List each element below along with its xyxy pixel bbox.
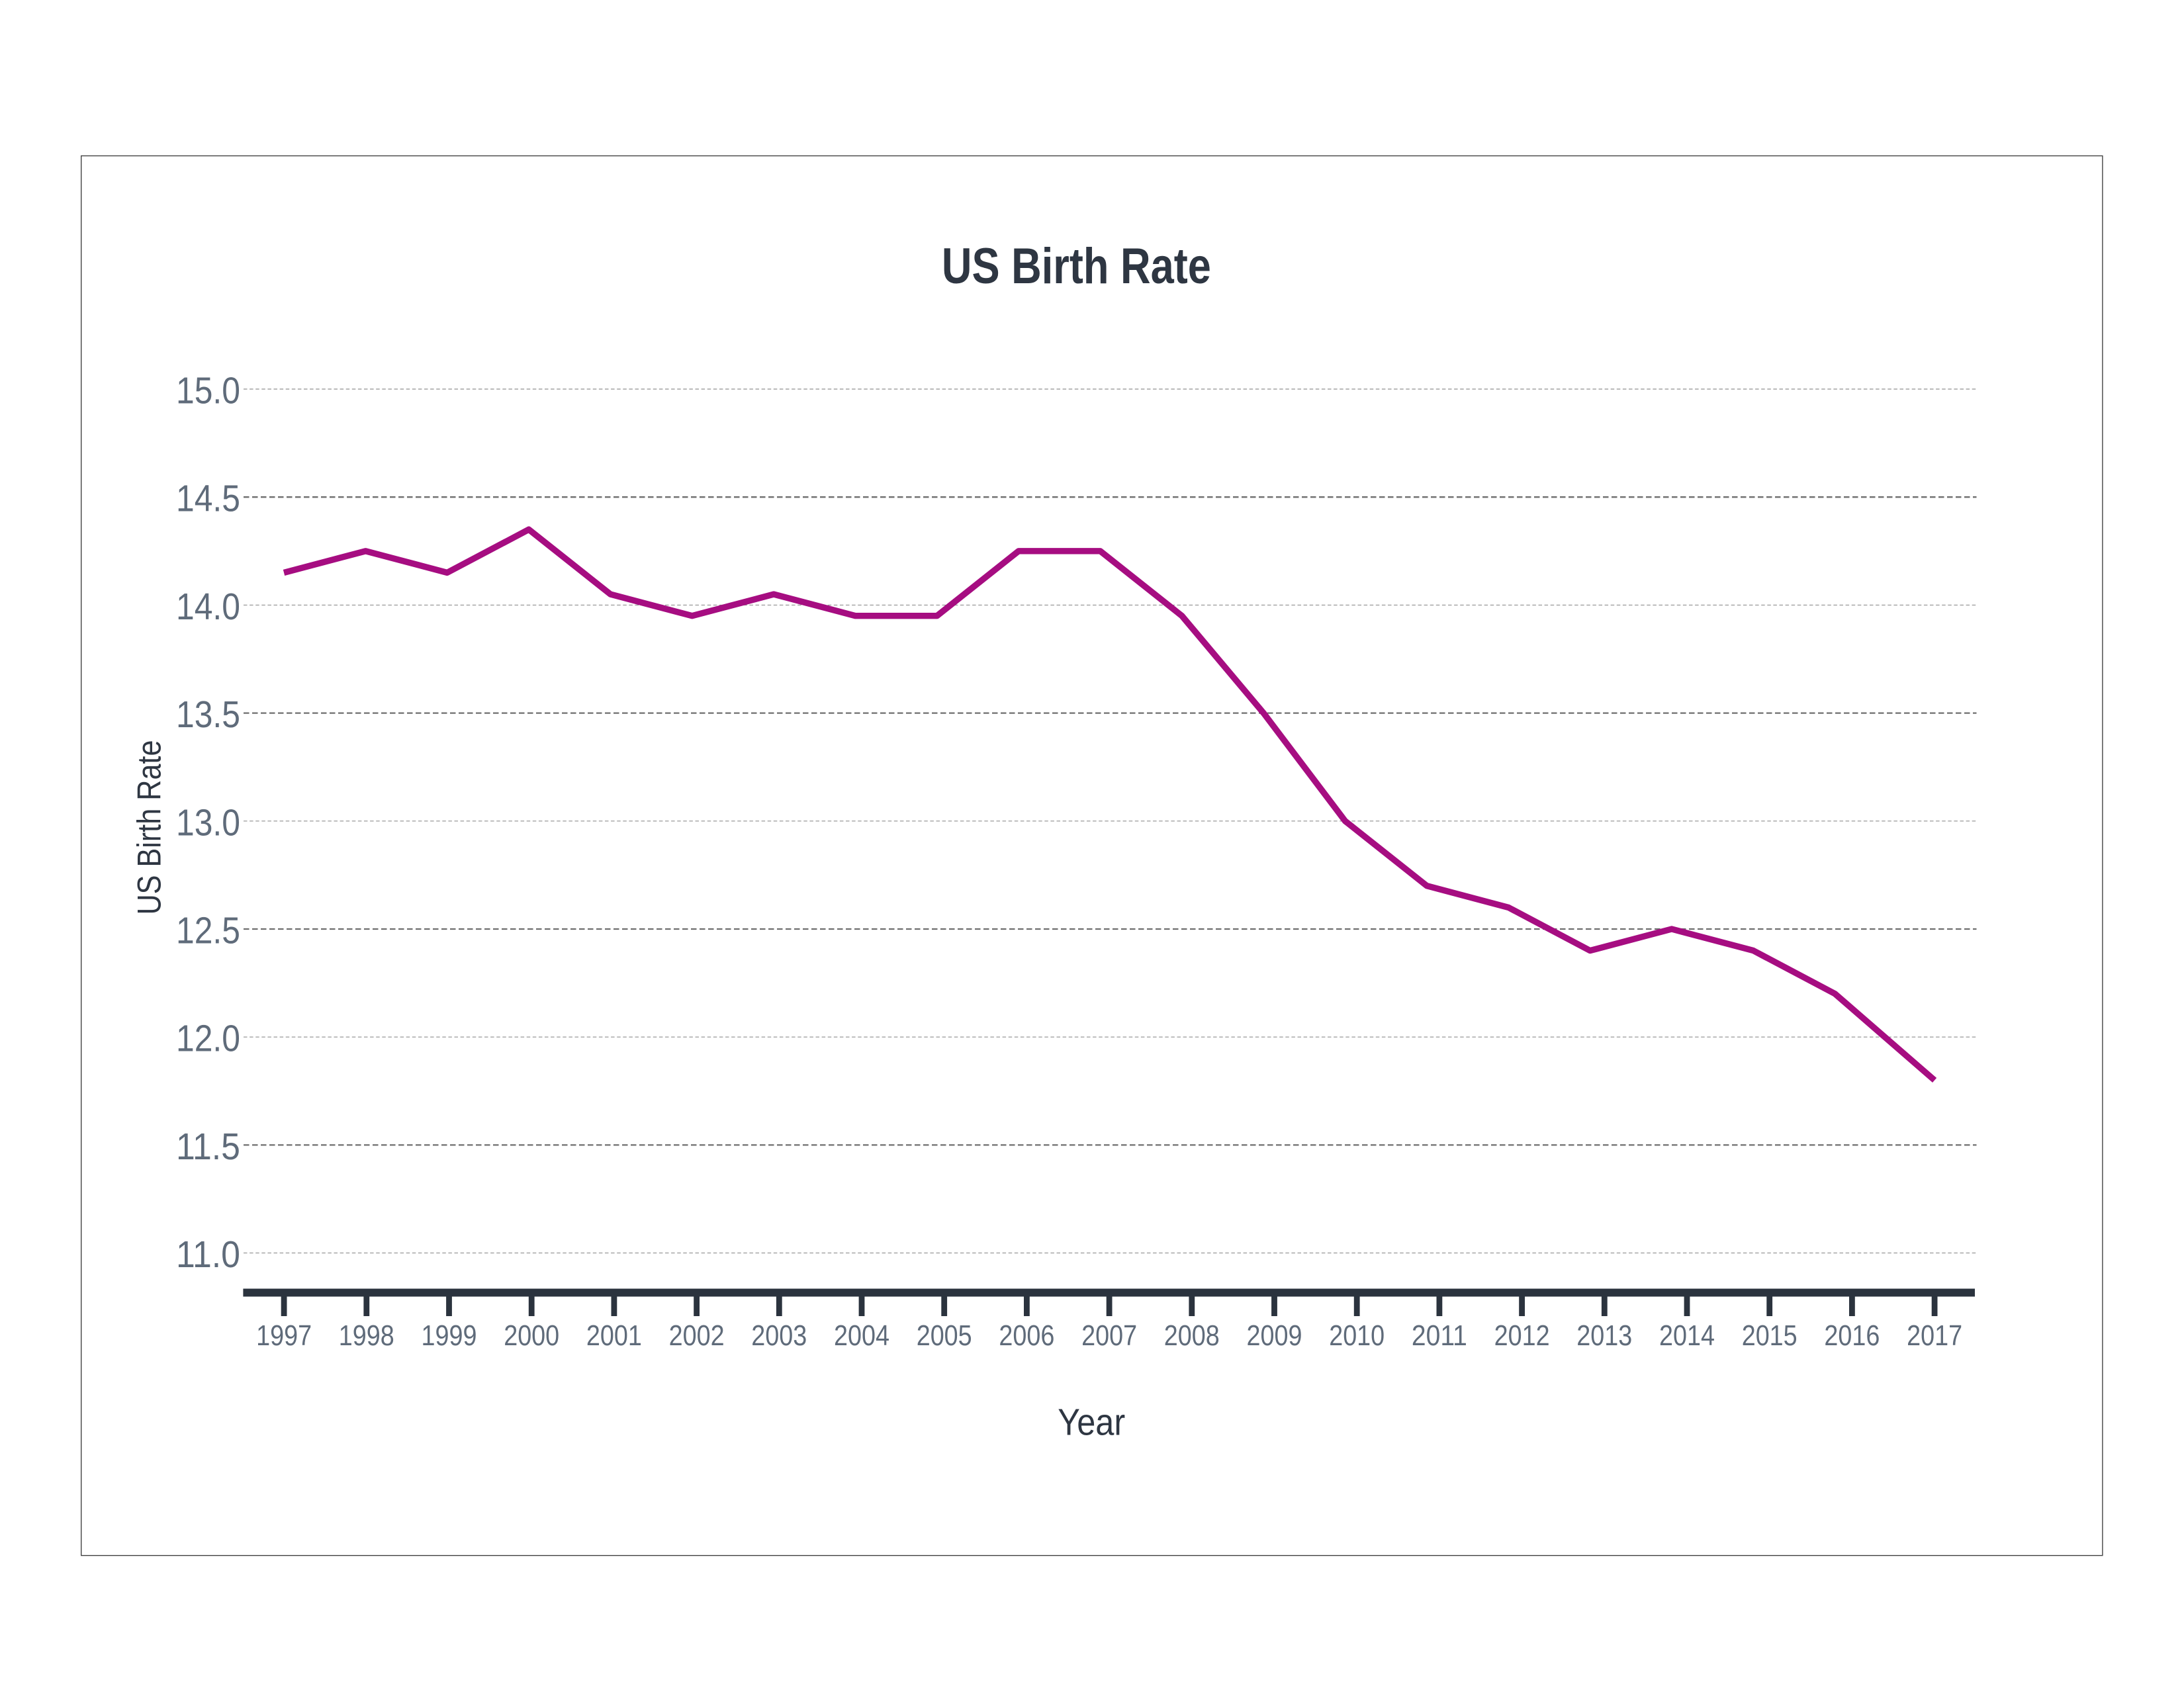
svg-text:2012: 2012 xyxy=(1494,1319,1550,1352)
svg-text:2017: 2017 xyxy=(1907,1319,1962,1352)
svg-text:2006: 2006 xyxy=(999,1319,1054,1352)
svg-text:2010: 2010 xyxy=(1329,1319,1385,1352)
svg-text:2013: 2013 xyxy=(1576,1319,1632,1352)
svg-text:2011: 2011 xyxy=(1412,1319,1467,1352)
svg-text:US Birth Rate: US Birth Rate xyxy=(130,740,167,915)
svg-text:2015: 2015 xyxy=(1742,1319,1797,1352)
svg-text:2004: 2004 xyxy=(834,1319,889,1352)
svg-text:2005: 2005 xyxy=(917,1319,972,1352)
svg-text:14.0: 14.0 xyxy=(176,586,240,628)
svg-text:11.0: 11.0 xyxy=(176,1233,240,1276)
svg-text:14.5: 14.5 xyxy=(176,478,240,520)
svg-text:1999: 1999 xyxy=(422,1319,477,1352)
svg-text:12.0: 12.0 xyxy=(176,1018,240,1060)
svg-text:Year: Year xyxy=(1058,1401,1125,1444)
svg-text:2014: 2014 xyxy=(1659,1319,1715,1352)
svg-text:2009: 2009 xyxy=(1247,1319,1302,1352)
svg-text:15.0: 15.0 xyxy=(176,370,240,412)
svg-text:2016: 2016 xyxy=(1824,1319,1880,1352)
svg-text:2007: 2007 xyxy=(1081,1319,1137,1352)
svg-text:2000: 2000 xyxy=(504,1319,559,1352)
svg-text:2008: 2008 xyxy=(1164,1319,1220,1352)
svg-text:13.5: 13.5 xyxy=(176,693,240,736)
svg-text:11.5: 11.5 xyxy=(176,1126,240,1168)
svg-text:1998: 1998 xyxy=(339,1319,394,1352)
svg-text:12.5: 12.5 xyxy=(176,910,240,952)
svg-text:2003: 2003 xyxy=(751,1319,807,1352)
svg-text:US Birth Rate: US Birth Rate xyxy=(942,238,1211,294)
svg-text:1997: 1997 xyxy=(256,1319,312,1352)
svg-text:13.0: 13.0 xyxy=(176,801,240,844)
svg-text:2002: 2002 xyxy=(669,1319,725,1352)
svg-text:2001: 2001 xyxy=(586,1319,642,1352)
